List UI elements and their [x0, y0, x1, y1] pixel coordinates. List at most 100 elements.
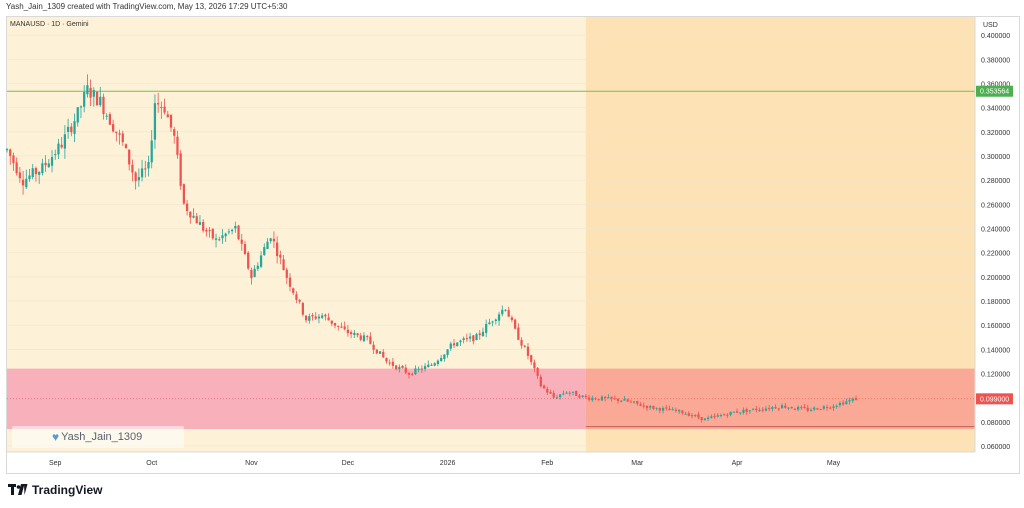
y-tick-label: 0.340000 [981, 106, 1010, 113]
candle-up [459, 340, 462, 343]
candle-down [102, 96, 105, 115]
heart-icon: ♥ [52, 430, 60, 444]
candle-up [214, 238, 218, 240]
candle-down [382, 351, 385, 358]
resistance-price-tag [976, 85, 1013, 97]
candle-down [407, 373, 411, 375]
candle-down [279, 254, 282, 258]
candle-up [192, 215, 195, 218]
x-tick-label: Feb [541, 460, 553, 467]
candle-up [73, 121, 76, 134]
candle-down [211, 228, 214, 239]
candle-up [79, 106, 83, 108]
y-tick-label: 0.240000 [981, 226, 1010, 233]
candle-down [539, 376, 542, 387]
candle-up [671, 409, 674, 411]
candle-down [108, 114, 112, 125]
last-price-tag [976, 393, 1013, 405]
candle-up [57, 143, 60, 155]
candle-down [784, 405, 787, 408]
x-tick-label: Dec [342, 460, 355, 467]
candle-up [822, 406, 825, 409]
candle-down [369, 336, 372, 344]
candle-down [395, 365, 398, 370]
candle-down [237, 225, 240, 240]
candle-up [706, 417, 710, 419]
candle-down [854, 398, 858, 401]
candle-down [745, 409, 748, 413]
candle-down [430, 364, 433, 366]
candle-down [674, 409, 678, 411]
candle-up [25, 178, 28, 188]
candle-down [282, 259, 285, 270]
candle-up [591, 397, 594, 401]
candle-up [494, 319, 497, 321]
candle-up [230, 229, 234, 232]
candle-up [742, 409, 745, 413]
candle-down [185, 203, 189, 212]
candle-down [131, 164, 134, 173]
candle-down [169, 114, 173, 128]
candle-up [54, 154, 57, 156]
candle-down [346, 329, 350, 334]
candle-up [269, 238, 272, 242]
y-tick-label: 0.120000 [981, 371, 1010, 378]
candle-up [321, 315, 324, 318]
candle-up [253, 268, 256, 277]
candle-down [549, 392, 552, 394]
candle-down [517, 327, 520, 340]
candle-down [9, 149, 12, 156]
x-tick-label: Sep [49, 460, 62, 467]
tradingview-brand[interactable]: TradingView [8, 483, 102, 497]
currency-label[interactable]: USD [983, 22, 998, 29]
candle-down [285, 269, 288, 278]
candle-up [137, 177, 140, 181]
symbol-label[interactable]: MANAUSD · 1D · Gemini [10, 21, 89, 28]
candle-down [552, 392, 555, 398]
candle-down [202, 221, 205, 231]
candle-up [607, 397, 610, 399]
candle-down [128, 149, 131, 165]
x-tick-label: Apr [732, 460, 744, 467]
candle-up [5, 149, 9, 151]
candle-up [92, 90, 95, 97]
tradingview-logo-icon [8, 484, 28, 495]
candle-up [716, 415, 719, 417]
candle-down [349, 332, 353, 335]
candle-up [446, 349, 449, 355]
candle-down [568, 392, 571, 394]
candle-up [600, 396, 604, 401]
candle-up [649, 406, 652, 408]
candle-down [587, 397, 591, 400]
candle-up [475, 334, 478, 340]
candle-down [366, 336, 369, 338]
candle-down [70, 126, 73, 133]
candle-down [176, 136, 179, 155]
candle-down [218, 239, 221, 241]
candle-down [112, 124, 115, 132]
candle-up [504, 309, 507, 311]
candle-down [195, 216, 198, 224]
candle-down [642, 405, 645, 407]
candle-down [157, 103, 160, 105]
y-tick-label: 0.160000 [981, 323, 1010, 330]
candle-up [234, 225, 237, 229]
candle-up [684, 413, 687, 415]
candle-down [276, 242, 279, 257]
candle-down [513, 319, 517, 329]
candle-down [533, 362, 536, 369]
candle-up [440, 357, 443, 362]
candle-down [523, 345, 526, 347]
y-tick-label: 0.300000 [981, 154, 1010, 161]
candle-down [292, 288, 295, 293]
candle-down [243, 243, 247, 255]
candle-down [391, 361, 395, 366]
candle-down [819, 409, 822, 411]
candle-down [829, 407, 832, 409]
candle-up [417, 368, 420, 370]
candle-up [362, 335, 366, 342]
candle-up [266, 241, 269, 250]
candle-down [530, 355, 533, 362]
time-axis-background [7, 452, 975, 471]
